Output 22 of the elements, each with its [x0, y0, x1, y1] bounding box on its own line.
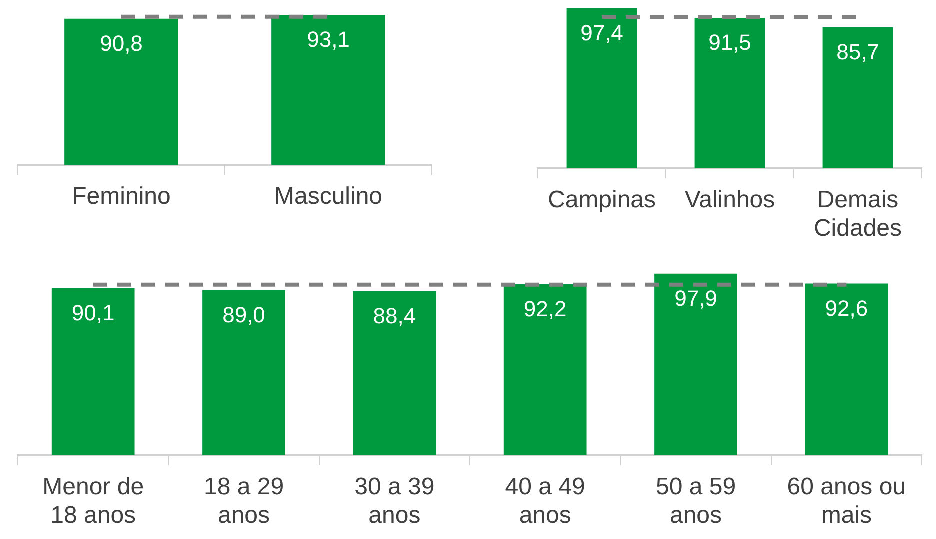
x-tick-label: 18 a 29 anos: [204, 473, 284, 530]
x-tick-label: 40 a 49 anos: [505, 473, 586, 530]
x-tick-label: 30 a 39 anos: [354, 473, 435, 530]
x-tick-label: 50 a 59 anos: [656, 473, 736, 530]
data-label: 97,4: [580, 20, 624, 46]
x-tick-label: Campinas: [548, 186, 656, 214]
data-label: 89,0: [222, 302, 266, 328]
data-label: 92,6: [825, 296, 868, 321]
data-label: 97,9: [674, 286, 718, 311]
data-label: 90,1: [72, 300, 115, 326]
data-label: 93,1: [307, 27, 350, 52]
x-tick-label: Valinhos: [684, 186, 776, 214]
data-label: 88,4: [373, 304, 416, 329]
x-tick-label: Feminino: [72, 183, 171, 210]
x-tick-label: Demais Cidades: [814, 186, 902, 242]
x-tick-label: Menor de 18 anos: [42, 473, 144, 530]
data-label: 91,5: [708, 30, 752, 56]
data-label: 92,2: [524, 296, 567, 322]
x-tick-label: Masculino: [274, 183, 383, 210]
data-label: 85,7: [836, 40, 880, 65]
x-tick-label: 60 anos ou mais: [787, 473, 906, 530]
data-label: 90,8: [100, 30, 143, 56]
